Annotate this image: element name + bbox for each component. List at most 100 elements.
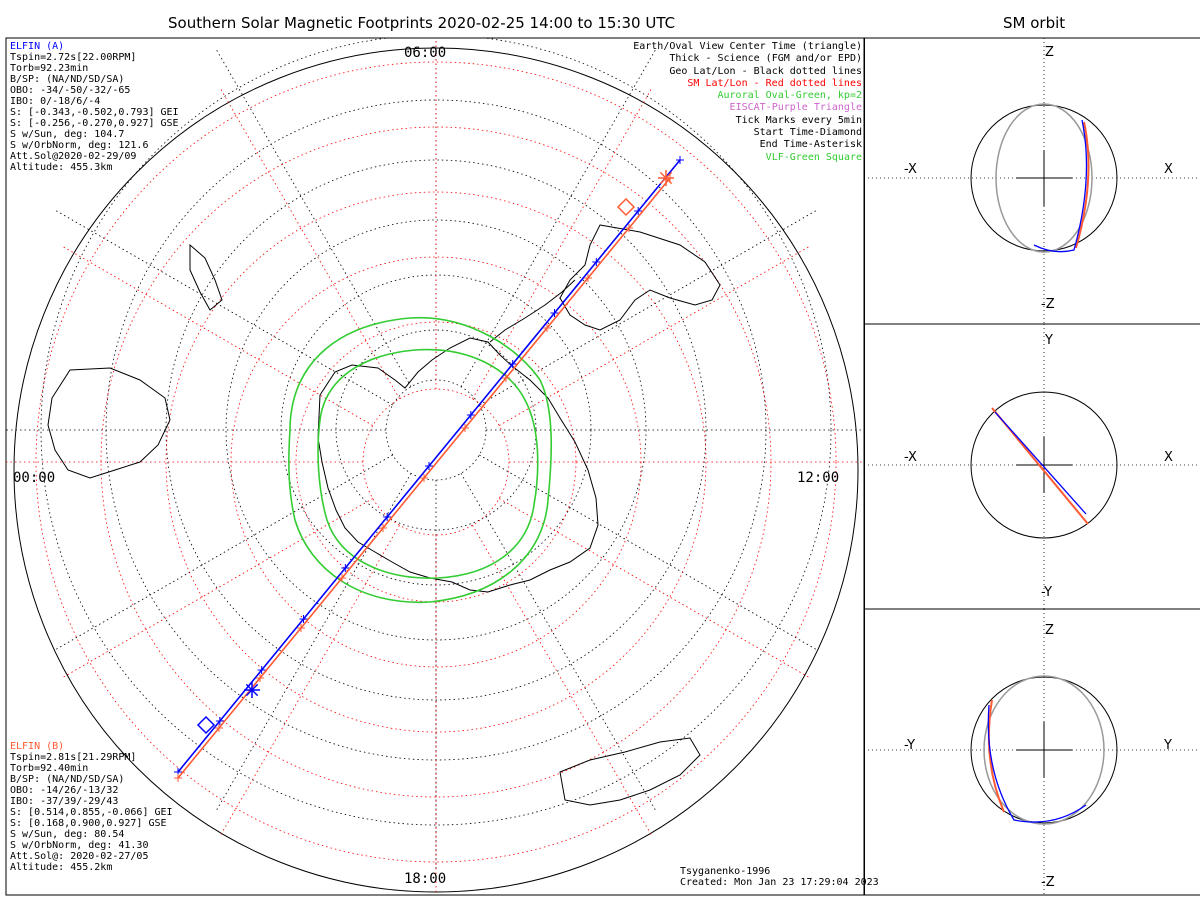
antarctic-peninsula [489, 279, 576, 343]
elfin-a-line: Altitude: 455.3km [10, 162, 113, 173]
elfin-b-line: Altitude: 455.2km [10, 862, 113, 873]
page-title: Southern Solar Magnetic Footprints 2020-… [168, 14, 676, 32]
elfin-b-line: S w/OrbNorm, deg: 41.30 [10, 840, 149, 851]
elfin-b-start-diamond [616, 197, 636, 217]
elfin-a-line: S: [-0.343,-0.502,0.793] GEI [10, 107, 179, 118]
axis-label-right: Y [1163, 738, 1172, 753]
sm-lon-line [220, 89, 400, 399]
elfin-b-heading: ELFIN (B) [10, 741, 65, 752]
sm-lon-line [499, 498, 809, 678]
legend-entry: EISCAT-Purple Triangle [729, 102, 862, 114]
axis-label-right: X [1164, 162, 1173, 177]
legend-entry: End Time-Asterisk [759, 139, 862, 151]
elfin-a-line: S w/Sun, deg: 104.7 [10, 129, 125, 140]
sm-lon-line [220, 525, 400, 835]
sm-lon-line [472, 525, 652, 835]
elfin-a-line: S: [-0.256,-0.270,0.927] GSE [10, 118, 179, 129]
sm-lat-circle [362, 388, 510, 536]
axis-label-left: -Y [904, 738, 915, 753]
new-zealand-coastline [189, 243, 223, 311]
axis-label-left: -X [904, 162, 917, 177]
sm-grid [6, 38, 864, 892]
elfin-a-end-asterisk [245, 683, 259, 697]
model-name: Tsyganenko-1996 [680, 866, 771, 877]
sm-lon-line [472, 89, 652, 399]
created-timestamp: Created: Mon Jan 23 17:29:04 2023 [680, 877, 879, 888]
orbit-panel-xz: Z -Z -X X [864, 38, 1200, 324]
geo-lat-circle [40, 38, 832, 826]
geo-lat-circle [165, 159, 707, 701]
axis-label-bottom: -Y [1041, 585, 1052, 600]
sm-lon-line [63, 498, 373, 678]
elfin-b-line: Torb=92.40min [10, 763, 89, 774]
auroral-oval-outer [288, 316, 553, 604]
sm-lat-circle [295, 321, 577, 603]
sm-lat-circle [35, 61, 837, 863]
geo-lon-line [215, 48, 412, 387]
clock-label-right: 12:00 [797, 470, 840, 486]
axis-label-top: Z [1045, 623, 1054, 638]
clock-label-left: 00:00 [13, 470, 56, 486]
auroral-oval-inner [317, 348, 539, 579]
elfin-a-line: OBO: -34/-50/-32/-65 [10, 85, 131, 96]
earth-circle [970, 676, 1118, 824]
credits: Tsyganenko-1996 Created: Mon Jan 23 17:2… [680, 866, 879, 888]
elfin-a-start-diamond [196, 715, 216, 735]
antarctica-coastline [317, 337, 599, 593]
orbit-panel-yz: Z -Z -Y Y [864, 609, 1200, 895]
geo-lon-line [479, 209, 818, 406]
sm-lat-circle [165, 191, 707, 733]
axis-label-left: -X [904, 450, 917, 465]
geo-lon-line [54, 454, 393, 651]
legend: Earth/Oval View Center Time (triangle) T… [633, 41, 862, 164]
elfin-a-heading: ELFIN (A) [10, 41, 65, 52]
legend-entry: VLF-Green Square [765, 151, 862, 163]
south-america-coastline [559, 224, 721, 331]
elfin-b-end-asterisk [659, 171, 673, 185]
elfin-b-line: OBO: -14/26/-13/32 [10, 785, 119, 796]
legend-entry: Tick Marks every 5min [735, 114, 862, 126]
geo-lon-line [215, 473, 412, 812]
polar-footprint-map [5, 37, 865, 896]
australia-coastline [47, 367, 171, 479]
elfin-b-line: Tspin=2.81s[21.29RPM] [10, 752, 137, 763]
axis-label-right: X [1164, 450, 1173, 465]
geo-lon-line [460, 473, 657, 812]
elfin-a-line: Torb=92.23min [10, 63, 89, 74]
sm-orbit-panels: Z -Z -X X Y -Y -X X Z -Z -Y Y [864, 37, 1200, 896]
africa-coastline [559, 737, 701, 806]
geo-lat-circle [385, 379, 487, 481]
elfin-a-info: ELFIN (A) Tspin=2.72s[22.00RPM] Torb=92.… [10, 41, 179, 173]
earth-circle [970, 391, 1118, 539]
orbit-panel-xy: Y -Y -X X [864, 324, 1200, 609]
legend-entry: Thick - Science (FGM and/or EPD) [669, 53, 862, 65]
legend-entry: Start Time-Diamond [753, 127, 862, 139]
geo-lon-line [54, 209, 393, 406]
sm-lon-line [63, 246, 373, 426]
axis-label-top: Z [1045, 45, 1054, 60]
axis-label-bottom: -Z [1041, 875, 1055, 890]
elfin-b-line: IBO: -37/39/-29/43 [10, 796, 119, 807]
elfin-b-info: ELFIN (B) Tspin=2.81s[21.29RPM] Torb=92.… [10, 741, 173, 873]
clock-label-bottom: 18:00 [404, 871, 447, 887]
legend-entry: Geo Lat/Lon - Black dotted lines [669, 65, 862, 77]
legend-entry: Earth/Oval View Center Time (triangle) [633, 41, 862, 52]
footprint-traces [174, 156, 684, 782]
sm-lon-line [499, 246, 809, 426]
clock-label-top: 06:00 [404, 45, 447, 61]
elfin-a-line: Att.Sol@2020-02-29/09 [10, 151, 137, 162]
elfin-b-line: S: [0.514,0.855,-0.066] GEI [10, 807, 173, 818]
legend-entry: Auroral Oval-Green, kp=2 [717, 90, 863, 102]
elfin-a-line: B/SP: (NA/ND/SD/SA) [10, 74, 125, 85]
geo-lon-line [460, 48, 657, 387]
earth-circle [970, 104, 1118, 252]
axis-label-top: Y [1044, 333, 1053, 348]
elfin-b-line: B/SP: (NA/ND/SD/SA) [10, 774, 125, 785]
axis-label-bottom: -Z [1041, 297, 1055, 312]
orbit-title: SM orbit [1003, 14, 1066, 32]
elfin-a-line: S w/OrbNorm, deg: 121.6 [10, 140, 149, 151]
elfin-a-line: Tspin=2.72s[22.00RPM] [10, 52, 137, 63]
elfin-b-line: Att.Sol@: 2020-02-27/05 [10, 851, 149, 862]
geo-lon-line [479, 454, 818, 651]
legend-entry: SM Lat/Lon - Red dotted lines [687, 77, 862, 89]
